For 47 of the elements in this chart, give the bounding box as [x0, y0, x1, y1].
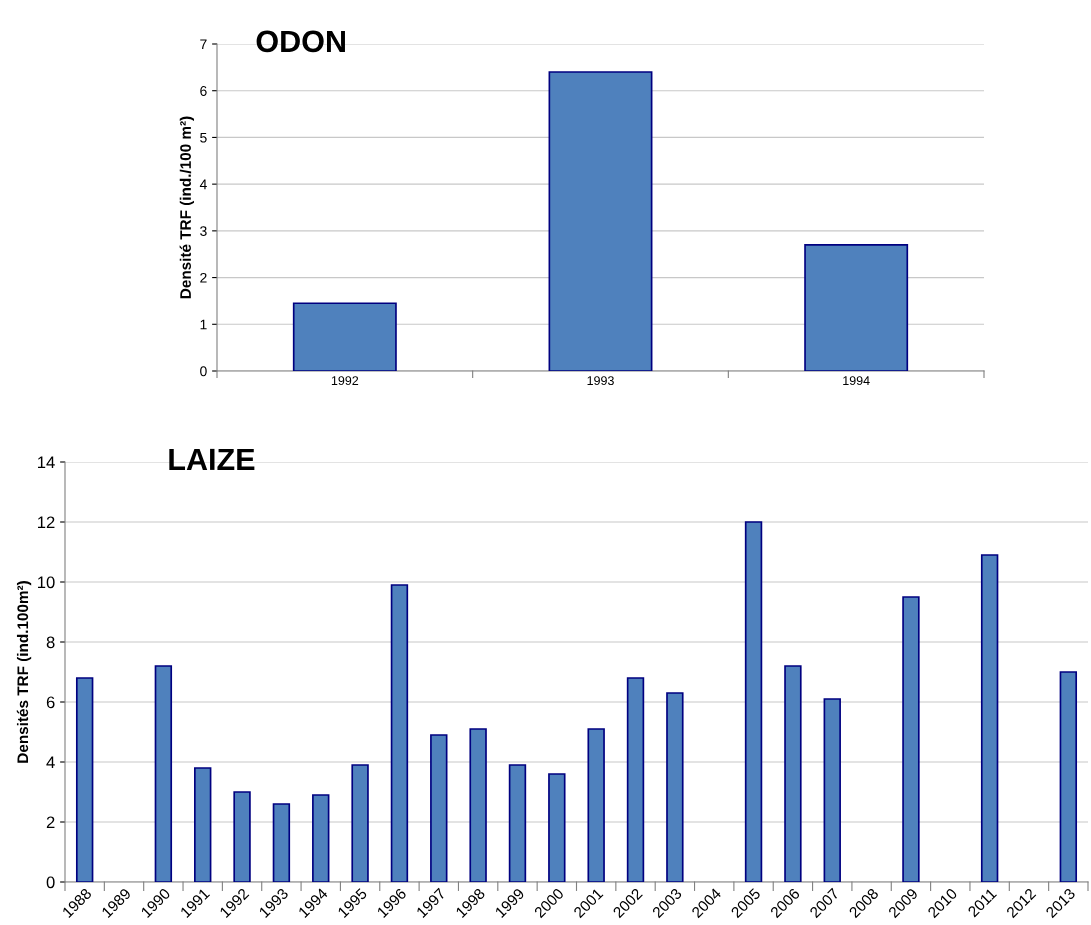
bar — [823, 698, 841, 882]
y-tick-label: 4 — [199, 179, 207, 190]
bar — [784, 665, 802, 882]
bar — [1059, 671, 1078, 882]
y-tick-label: 6 — [200, 86, 207, 96]
y-tick-label: 14 — [38, 456, 55, 469]
bar — [154, 665, 173, 882]
x-tick-label: 1993 — [587, 376, 614, 386]
y-tick-label: 0 — [46, 876, 55, 889]
bar — [75, 677, 94, 882]
bar — [744, 521, 763, 882]
bar — [292, 302, 397, 371]
y-tick-label: 8 — [46, 636, 55, 649]
y-tick-label: 3 — [200, 226, 207, 237]
y-tick-label: 10 — [38, 576, 55, 589]
y-tick-label: 0 — [200, 366, 207, 377]
chart-title: ODON — [256, 30, 345, 53]
bar — [626, 677, 645, 882]
bar — [508, 764, 527, 882]
y-tick-label: 7 — [200, 39, 207, 50]
bar — [804, 244, 909, 371]
y-tick-label: 12 — [38, 516, 55, 529]
x-tick-label: 1994 — [843, 376, 870, 386]
bar — [548, 71, 653, 371]
bar — [902, 596, 920, 882]
y-tick-label: 1 — [200, 319, 207, 330]
bar — [469, 728, 487, 882]
y-tick-label: 2 — [200, 272, 207, 283]
bar — [272, 803, 291, 882]
y-tick-label: 5 — [200, 132, 207, 143]
bar — [980, 554, 999, 882]
y-tick-label: 6 — [46, 696, 55, 709]
y-axis-title: Densités TRF (ind.100m²) — [16, 581, 32, 763]
bar — [312, 794, 330, 882]
y-axis-title: Densité TRF (ind./100 m²) — [179, 116, 194, 299]
bar — [233, 791, 251, 882]
bar — [194, 767, 212, 882]
x-tick-label: 1992 — [331, 376, 359, 386]
bar — [430, 734, 448, 882]
bar — [548, 773, 566, 882]
chart-title: LAIZE — [169, 448, 255, 470]
bar — [666, 692, 684, 882]
y-tick-label: 4 — [46, 756, 55, 769]
bar — [390, 584, 409, 882]
y-tick-label: 2 — [46, 816, 55, 829]
bar — [351, 764, 369, 882]
bar — [587, 728, 605, 882]
